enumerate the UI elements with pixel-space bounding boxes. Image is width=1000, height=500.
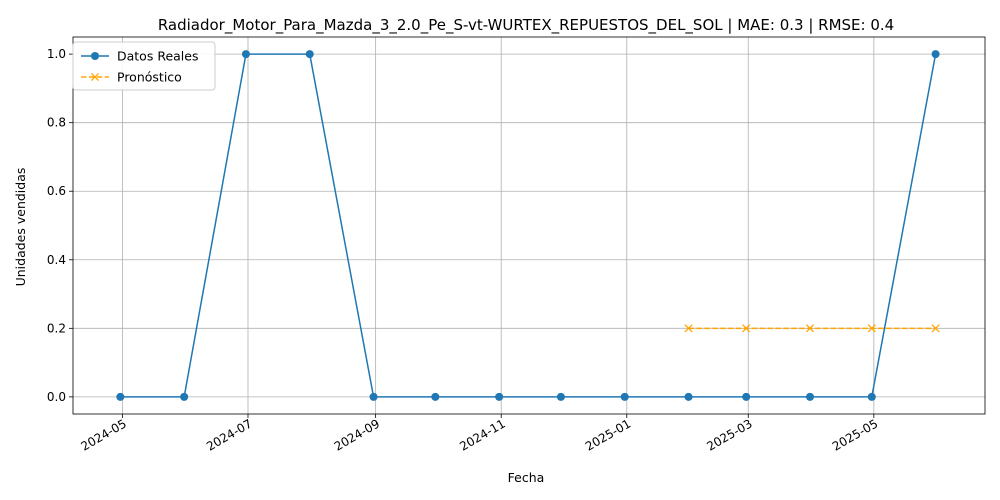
x-tick-label: 2024-05 [78, 416, 128, 453]
data-point-datos-reales [495, 392, 504, 401]
data-point-pronostico [684, 324, 693, 333]
data-point-datos-reales [556, 392, 565, 401]
x-tick-label: 2025-05 [830, 416, 880, 453]
chart-title: Radiador_Motor_Para_Mazda_3_2.0_Pe_S-vt-… [158, 16, 894, 35]
data-point-datos-reales [180, 392, 189, 401]
x-tick-label: 2025-01 [583, 416, 633, 453]
legend-label-pronostico: Pronóstico [117, 70, 182, 85]
x-tick-label: 2024-11 [457, 416, 507, 453]
grid [73, 37, 985, 414]
data-point-datos-reales [305, 50, 314, 59]
x-tick-label: 2025-03 [704, 416, 754, 453]
data-point-datos-reales [867, 392, 876, 401]
legend-box [72, 41, 216, 91]
data-point-datos-reales [241, 50, 250, 59]
y-tick-label: 1.0 [47, 47, 66, 61]
y-tick-label: 0.6 [47, 184, 66, 198]
series-line-datos-reales [120, 53, 937, 398]
legend: Datos Reales Pronóstico [72, 41, 216, 91]
data-point-datos-reales [931, 50, 940, 59]
data-point-datos-reales [742, 392, 751, 401]
data-point-pronostico [805, 324, 815, 333]
data-point-datos-reales [684, 392, 693, 401]
data-point-pronostico [867, 324, 876, 333]
ticks: 2024-05 2024-07 2024-09 2024-11 2025-01 2025-… [47, 47, 880, 454]
series-layer [116, 50, 940, 401]
legend-marker-pronostico [90, 72, 100, 82]
data-point-datos-reales [806, 392, 815, 401]
legend-label-datos-reales: Datos Reales [117, 49, 198, 64]
data-point-datos-reales [116, 392, 125, 401]
plot-frame [72, 36, 986, 415]
y-axis-label: Unidades vendidas [13, 168, 28, 287]
y-tick-label: 0.2 [47, 321, 66, 335]
x-tick-label: 2024-09 [332, 416, 382, 453]
y-tick-label: 0.4 [47, 253, 66, 267]
y-tick-label: 0.8 [47, 116, 66, 130]
data-point-datos-reales [431, 392, 440, 401]
legend-marker-datos-reales [91, 52, 99, 60]
x-tick-label: 2024-07 [204, 416, 254, 453]
data-point-pronostico [931, 324, 940, 333]
y-tick-label: 0.0 [47, 390, 66, 404]
data-point-datos-reales [620, 392, 629, 401]
data-point-pronostico [742, 324, 751, 333]
data-point-datos-reales [369, 392, 378, 401]
x-axis-label: Fecha [508, 470, 545, 485]
